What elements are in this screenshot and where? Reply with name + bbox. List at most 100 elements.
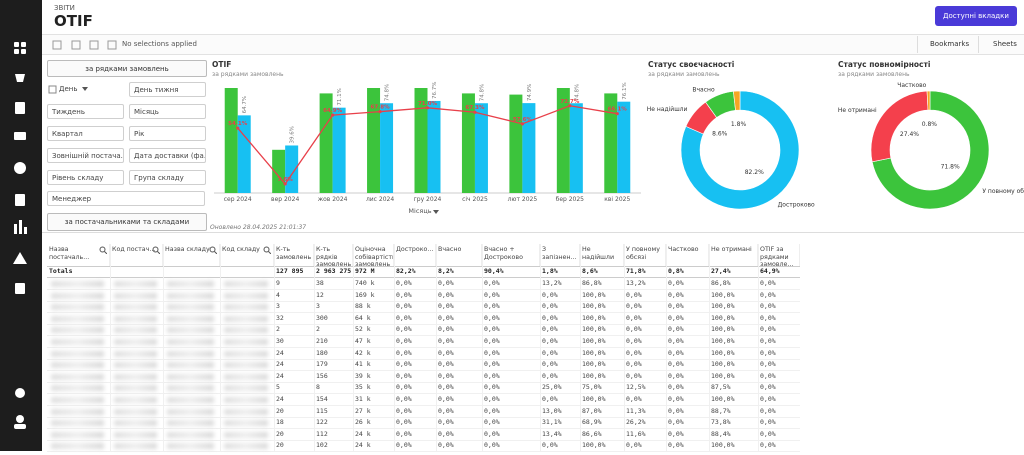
bar-label: 71.1% <box>337 88 343 105</box>
slice-label: 27.4% <box>900 131 919 138</box>
section-label: ЗВІТИ <box>54 4 75 12</box>
table-cell: 0,0% <box>668 279 684 287</box>
filter-dropdown[interactable]: День <box>47 82 124 97</box>
header-line <box>47 266 800 267</box>
totals-label: Totals <box>49 267 73 275</box>
table-cell: 0,0% <box>484 395 500 403</box>
bookmarks-button[interactable]: Bookmarks <box>917 36 969 53</box>
column-header[interactable]: Оціночна собівартість замовлень <box>355 244 394 266</box>
filter-box[interactable]: Тиждень <box>47 104 124 119</box>
tabs-button[interactable]: Доступні вкладки <box>935 6 1017 26</box>
line-label: 54.1% <box>228 121 248 127</box>
column-divider <box>436 244 437 451</box>
column-header[interactable]: Вчасно <box>436 244 482 266</box>
table-cell: 0,0% <box>438 418 454 427</box>
table-cell: 24 k <box>355 441 371 450</box>
donut-slice <box>871 90 990 210</box>
table-cell: 0,0% <box>484 348 500 357</box>
search-icon[interactable] <box>209 246 217 254</box>
blurred-cell <box>51 304 104 311</box>
table-cell: 0,0% <box>438 360 454 369</box>
column-header[interactable]: Не надійшли <box>580 244 624 266</box>
filter-box[interactable]: Рік <box>129 126 206 141</box>
column-divider <box>758 244 759 451</box>
column-header[interactable]: Не отримані <box>709 244 758 266</box>
slice-name: Частково <box>897 82 926 89</box>
column-header[interactable]: Достроко... <box>394 244 436 266</box>
search-icon[interactable] <box>99 246 107 254</box>
filter-box[interactable]: День тижня <box>129 82 206 97</box>
table-cell: 0,0% <box>484 360 500 369</box>
blurred-cell <box>114 304 157 311</box>
table-cell: 0,0% <box>760 418 776 427</box>
table-cell: 100,0% <box>582 313 606 322</box>
row-line <box>47 370 800 372</box>
column-header[interactable]: Назва постачаль... <box>47 244 110 266</box>
bar-label: 39.6% <box>290 126 296 143</box>
table-cell: 0,0% <box>542 290 558 299</box>
blurred-cell <box>224 397 268 403</box>
blurred-cell <box>224 373 268 380</box>
table-cell: 68,9% <box>582 418 602 427</box>
filter-box[interactable]: Квартал <box>47 126 124 141</box>
slice-label: 82.2% <box>745 169 764 176</box>
table-cell: 0,0% <box>438 348 454 357</box>
table-cell: 0,0% <box>484 418 500 427</box>
filter-bottom-button[interactable]: за постачальниками та складами <box>47 213 207 231</box>
column-header[interactable]: Назва складу <box>163 244 220 266</box>
column-header[interactable]: К-ть рядків замовлень <box>316 244 353 266</box>
sheets-button[interactable]: Sheets <box>978 36 1017 53</box>
search-icon[interactable] <box>263 246 271 254</box>
slice-name: У повному обсязі <box>982 188 1024 195</box>
column-header[interactable]: OTIF за рядками замовле... <box>758 244 800 266</box>
table-cell: 0,0% <box>484 279 500 287</box>
filter-box[interactable]: Група складу <box>129 170 206 185</box>
filter-top-button[interactable]: за рядками замовлень <box>47 60 207 77</box>
bar-label: 76.7% <box>432 81 438 98</box>
chart-subtitle: за рядками замовлень <box>838 71 910 78</box>
line-label: 57.6% <box>513 117 533 123</box>
bar <box>556 88 570 193</box>
table-cell: 52 k <box>355 325 371 334</box>
line-point <box>378 110 382 114</box>
table-cell: 0,0% <box>542 325 558 334</box>
column-header[interactable]: У повному обсязі <box>624 244 666 266</box>
filter-box[interactable]: Рівень складу <box>47 170 124 185</box>
table-cell: 169 k <box>355 290 375 299</box>
table-cell: 0,0% <box>484 441 500 450</box>
bar <box>319 93 333 193</box>
filter-box[interactable]: Менеджер <box>47 191 205 206</box>
table-cell: 0,0% <box>760 360 776 369</box>
blurred-cell <box>224 431 268 438</box>
filter-box[interactable]: Зовнішній постача... <box>47 148 124 163</box>
toolbar <box>42 34 1024 55</box>
filter-box[interactable]: Дата доставки (фа... <box>129 148 206 163</box>
column-header[interactable]: Вчасно + Достроково <box>482 244 540 266</box>
table-cell: 300 <box>316 313 328 322</box>
table-cell: 0,0% <box>542 371 558 380</box>
table-cell: 0,0% <box>438 383 454 392</box>
table-cell: 88 k <box>355 302 371 311</box>
blurred-cell <box>114 385 157 392</box>
filter-box[interactable]: Місяць <box>129 104 206 119</box>
slice-name: Не отримані <box>838 107 877 114</box>
table-cell: 41 k <box>355 360 371 369</box>
column-header[interactable]: З запізнен... <box>540 244 580 266</box>
blurred-cell <box>167 350 214 357</box>
bar-label: 74.8% <box>479 84 485 101</box>
column-header[interactable]: Код постач... <box>110 244 163 266</box>
column-header[interactable]: К-ть замовлень <box>274 244 314 266</box>
blurred-cell <box>224 350 268 357</box>
column-divider <box>274 244 275 451</box>
blurred-cell <box>114 327 157 334</box>
table-cell: 0,0% <box>626 441 642 450</box>
column-header[interactable]: Частково <box>666 244 709 266</box>
column-header[interactable]: Код складу <box>220 244 274 266</box>
table-cell: 100,0% <box>582 441 606 450</box>
table-cell: 100,0% <box>711 325 735 334</box>
table-cell: 0,0% <box>542 348 558 357</box>
table-cell: 0,0% <box>626 395 642 403</box>
bar-label: 64.7% <box>242 96 248 113</box>
totals-cell: 972 M <box>355 267 375 275</box>
search-icon[interactable] <box>152 246 160 254</box>
